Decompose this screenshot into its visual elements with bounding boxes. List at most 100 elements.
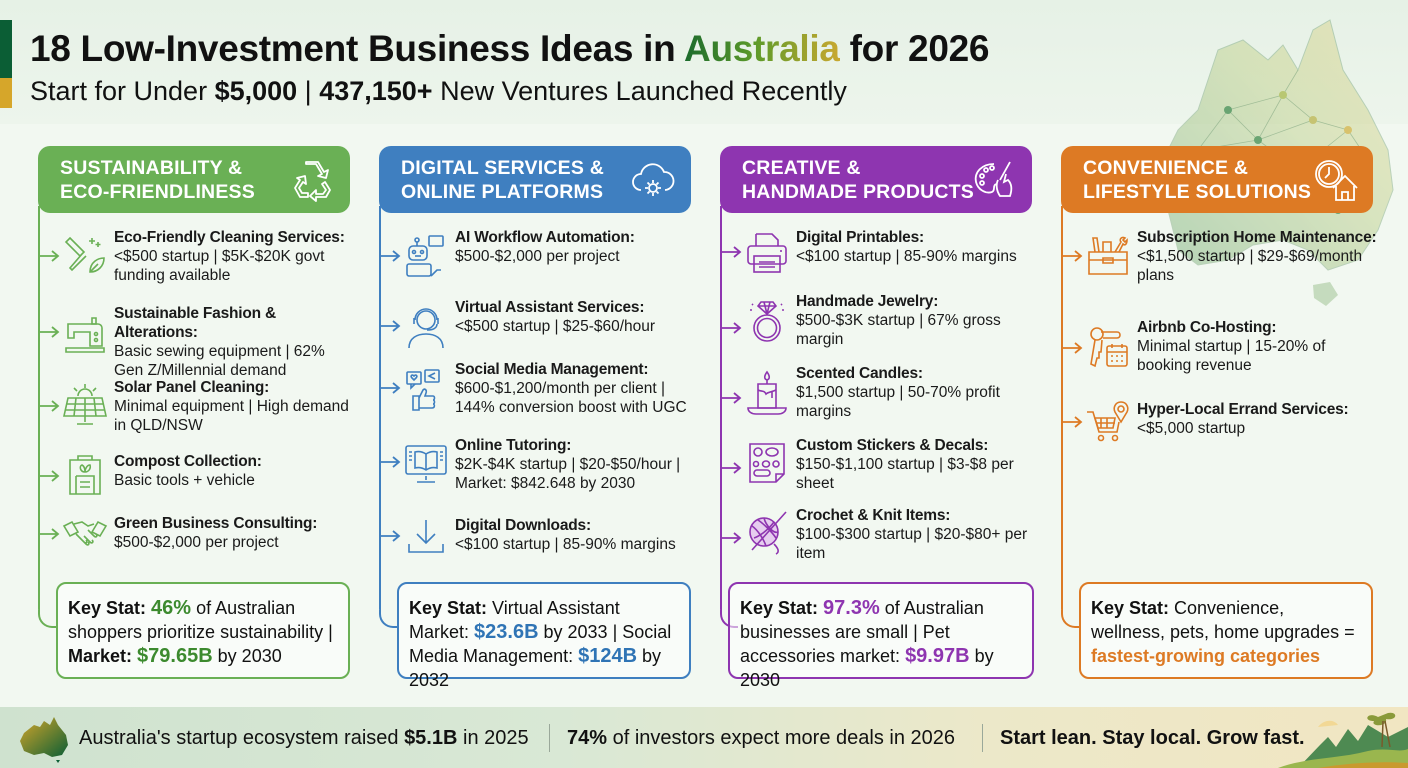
item-detail: <$500 startup | $5K-$20K govt funding av… bbox=[114, 248, 325, 284]
page-title: 18 Low-Investment Business Ideas in Aust… bbox=[30, 28, 989, 70]
item-text: Handmade Jewelry: $500-$3K startup | 67% … bbox=[796, 292, 1036, 349]
category-title-line1: SUSTAINABILITY & bbox=[60, 157, 243, 179]
cloud-gear-icon bbox=[632, 163, 675, 196]
footer-stat-investors: 74% of investors expect more deals in 20… bbox=[567, 727, 955, 750]
footer-banner: Australia's startup ecosystem raised $5.… bbox=[0, 707, 1408, 768]
item-text: Solar Panel Cleaning: Minimal equipment |… bbox=[114, 378, 354, 435]
accent-bar-gold bbox=[0, 78, 12, 108]
key-stat-value: fastest-growing categories bbox=[1091, 646, 1321, 666]
arrow-right-icon bbox=[40, 250, 60, 262]
item-name: Handmade Jewelry: bbox=[796, 293, 939, 310]
item-detail: <$5,000 startup bbox=[1137, 420, 1246, 437]
item-name: Hyper-Local Errand Services: bbox=[1137, 401, 1349, 418]
item-detail: $500-$2,000 per project bbox=[114, 534, 279, 551]
key-stat-text: by 2033 | Social Media Management: bbox=[409, 622, 672, 666]
clock-house-icon bbox=[1315, 160, 1358, 201]
squeegee-leaf-icon bbox=[64, 236, 105, 273]
key-stat-label: Key Stat: bbox=[68, 598, 147, 618]
landscape-illustration-icon bbox=[1278, 712, 1408, 768]
item-name: Sustainable Fashion & Alterations: bbox=[114, 305, 277, 341]
category-header: CONVENIENCE & LIFESTYLE SOLUTIONS bbox=[1061, 146, 1373, 213]
arrow-right-icon bbox=[381, 456, 401, 468]
subtitle-budget: $5,000 bbox=[214, 76, 298, 106]
recycle-icon bbox=[294, 161, 331, 202]
footer-text: of investors expect more deals in 2026 bbox=[607, 727, 955, 749]
category-column-creative: CREATIVE & HANDMADE PRODUCTS Digital Pri… bbox=[720, 146, 1034, 690]
item-detail: $500-$3K startup | 67% gross margin bbox=[796, 312, 1001, 348]
item-detail: Minimal startup | 15-20% of booking reve… bbox=[1137, 338, 1326, 374]
key-stat-value: $23.6B bbox=[474, 621, 539, 643]
category-column-digital: DIGITAL SERVICES & ONLINE PLATFORMS AI W… bbox=[379, 146, 691, 690]
item-name: Crochet & Knit Items: bbox=[796, 507, 951, 524]
item-detail: $500-$2,000 per project bbox=[455, 248, 620, 265]
connector-line bbox=[720, 206, 722, 611]
arrow-right-icon bbox=[40, 400, 60, 412]
arrow-right-icon bbox=[722, 462, 742, 474]
download-icon bbox=[408, 520, 444, 553]
candle-icon bbox=[747, 370, 787, 415]
yarn-ball-icon bbox=[749, 511, 787, 555]
item-name: Custom Stickers & Decals: bbox=[796, 437, 989, 454]
key-stat-value: 46% bbox=[151, 597, 192, 619]
item-name: Scented Candles: bbox=[796, 365, 923, 382]
toolbox-icon bbox=[1088, 236, 1128, 275]
item-text: Crochet & Knit Items: $100-$300 startup |… bbox=[796, 506, 1036, 563]
connector-line bbox=[38, 206, 40, 611]
key-stat-box: Key Stat: Virtual Assistant Market: $23.… bbox=[397, 582, 691, 690]
item-name: Airbnb Co-Hosting: bbox=[1137, 319, 1277, 336]
key-stat-box: Key Stat: Convenience, wellness, pets, h… bbox=[1079, 582, 1373, 679]
item-name: Online Tutoring: bbox=[455, 437, 572, 454]
item-detail: <$1,500 startup | $29-$69/month plans bbox=[1137, 248, 1363, 284]
footer-divider bbox=[982, 724, 983, 752]
arrow-right-icon bbox=[381, 320, 401, 332]
key-stat-value: 97.3% bbox=[823, 597, 880, 619]
arrow-right-icon bbox=[722, 246, 742, 258]
subtitle-text: Start for Under bbox=[30, 76, 215, 106]
footer-funding-value: $5.1B bbox=[404, 727, 458, 749]
item-text: Scented Candles: $1,500 startup | 50-70% … bbox=[796, 364, 1036, 421]
solar-panel-icon bbox=[63, 384, 107, 425]
item-text: Digital Printables: <$100 startup | 85-90… bbox=[796, 228, 1036, 266]
sticker-sheet-icon bbox=[749, 443, 785, 483]
key-stat-label: Key Stat: bbox=[409, 598, 488, 618]
arrow-right-icon bbox=[722, 392, 742, 404]
subtitle-ventures-count: 437,150+ bbox=[319, 76, 433, 106]
arrow-right-icon bbox=[1063, 416, 1083, 428]
footer-text: Australia's startup ecosystem raised bbox=[79, 727, 405, 749]
item-detail: $600-$1,200/month per client | 144% conv… bbox=[455, 380, 687, 416]
handshake-icon bbox=[62, 520, 108, 546]
item-detail: <$100 startup | 85-90% margins bbox=[455, 536, 676, 553]
key-stat-text: by 2032 bbox=[409, 646, 662, 690]
item-name: Virtual Assistant Services: bbox=[455, 299, 645, 316]
monitor-book-icon bbox=[405, 445, 447, 483]
key-stat-label: Key Stat: bbox=[740, 598, 819, 618]
footer-text: in 2025 bbox=[457, 727, 529, 749]
item-detail: Basic tools + vehicle bbox=[114, 472, 255, 489]
header: 18 Low-Investment Business Ideas in Aust… bbox=[0, 0, 1408, 124]
item-detail: $100-$300 startup | $20-$80+ per item bbox=[796, 526, 1028, 562]
item-text: Airbnb Co-Hosting: Minimal startup | 15-2… bbox=[1137, 318, 1377, 375]
key-stat-text: of Australian shoppers prioritize sustai… bbox=[68, 598, 333, 642]
item-text: Digital Downloads: <$100 startup | 85-90%… bbox=[455, 516, 695, 554]
item-name: Green Business Consulting: bbox=[114, 515, 318, 532]
item-detail: Minimal equipment | High demand in QLD/N… bbox=[114, 398, 349, 434]
item-detail: <$100 startup | 85-90% margins bbox=[796, 248, 1017, 265]
arrow-right-icon bbox=[381, 382, 401, 394]
item-text: Sustainable Fashion & Alterations: Basic … bbox=[114, 304, 354, 380]
connector-line bbox=[1061, 206, 1063, 611]
arrow-right-icon bbox=[40, 528, 60, 540]
printer-icon bbox=[747, 233, 787, 273]
item-name: Compost Collection: bbox=[114, 453, 262, 470]
category-title-line2: ECO-FRIENDLINESS bbox=[60, 181, 255, 203]
item-detail: $2K-$4K startup | $20-$50/hour | Market:… bbox=[455, 456, 681, 492]
key-stat-text: Virtual Assistant Market: bbox=[409, 598, 620, 642]
subtitle-sep: | bbox=[297, 76, 320, 106]
ring-icon bbox=[750, 301, 784, 342]
australia-map-icon bbox=[20, 717, 68, 763]
arrow-right-icon bbox=[40, 470, 60, 482]
compost-bin-icon bbox=[69, 455, 101, 495]
item-text: Social Media Management: $600-$1,200/mont… bbox=[455, 360, 695, 417]
item-name: Solar Panel Cleaning: bbox=[114, 379, 270, 396]
category-title-line2: ONLINE PLATFORMS bbox=[401, 181, 604, 203]
connector-line bbox=[379, 206, 381, 611]
